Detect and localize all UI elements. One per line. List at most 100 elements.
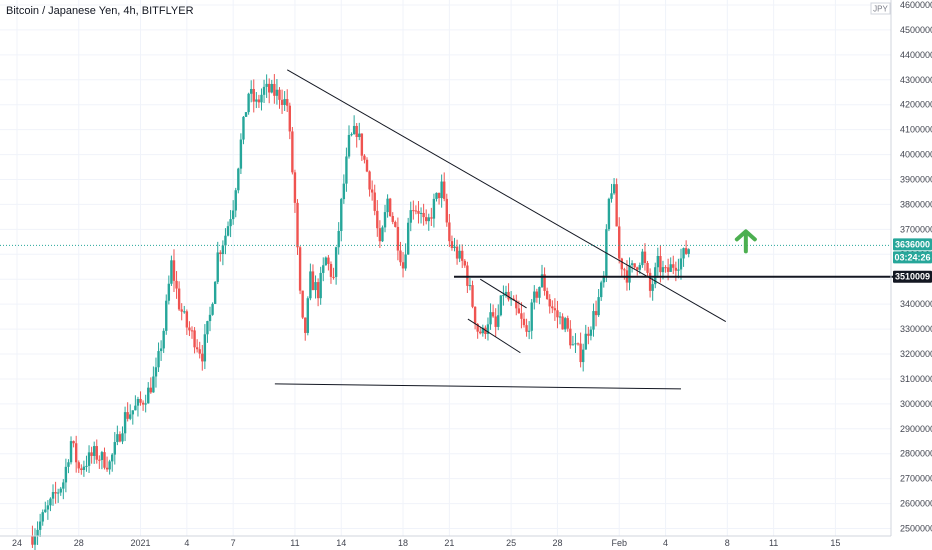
trendline[interactable] — [479, 278, 527, 309]
candle-body — [419, 212, 423, 214]
candle-body — [445, 198, 448, 223]
x-tick-label: 28 — [552, 538, 562, 548]
candle-body — [311, 271, 315, 291]
candle-body — [687, 249, 690, 254]
candle-body — [664, 267, 667, 269]
candle-body — [165, 300, 168, 331]
candle-body — [677, 269, 680, 271]
x-tick-label: 18 — [398, 538, 408, 548]
candle-body — [195, 347, 199, 350]
candle-body — [651, 284, 654, 291]
x-tick-label: 11 — [290, 538, 299, 548]
candle-body — [489, 312, 492, 325]
candle-body — [597, 297, 600, 316]
trendline[interactable] — [274, 383, 681, 390]
candle-body — [129, 414, 132, 419]
candle-body — [345, 156, 348, 184]
candle-body — [576, 343, 580, 345]
y-tick-label: 3100000 — [900, 374, 932, 384]
y-tick-label: 2900000 — [900, 424, 932, 434]
candle-body — [293, 172, 297, 203]
candle-body — [612, 184, 616, 194]
candle-body — [533, 291, 536, 303]
candle-body — [322, 265, 325, 273]
currency-box[interactable]: JPY — [870, 2, 891, 15]
y-tick-label: 2500000 — [900, 524, 932, 534]
candle-body — [170, 260, 173, 284]
candle-body — [378, 228, 382, 242]
candle-body — [391, 216, 394, 222]
candle-body — [579, 343, 582, 363]
trendline[interactable] — [286, 69, 727, 323]
candle-body — [417, 210, 420, 214]
x-tick-label: 11 — [769, 538, 778, 548]
candle-body — [286, 99, 289, 106]
candle-body — [260, 94, 263, 103]
candle-body — [440, 181, 443, 199]
candle-body — [280, 99, 284, 105]
candle-body — [553, 308, 557, 311]
candle-body — [270, 83, 273, 93]
candle-body — [430, 217, 433, 219]
y-tick-label: 3400000 — [900, 299, 932, 309]
candle-body — [394, 221, 397, 227]
candle-body — [283, 99, 286, 105]
candle-body — [100, 452, 104, 461]
candle-body — [203, 334, 207, 362]
candle-body — [249, 88, 253, 94]
candle-body — [105, 467, 109, 470]
candle-body — [607, 198, 611, 230]
candle-body — [131, 410, 135, 415]
candle-body — [72, 441, 75, 444]
candle-body — [450, 241, 454, 249]
countdown-badge-text: 03:24:26 — [894, 252, 930, 262]
candle-body — [499, 295, 503, 316]
candle-body — [360, 133, 364, 156]
candle-body — [111, 454, 114, 462]
candle-body — [455, 246, 459, 259]
candle-body — [337, 230, 340, 248]
x-tick-label: 15 — [830, 538, 840, 548]
time-axis[interactable]: 24 28 2021 4 7 11 14 18 21 25 28 Feb 4 8 11 15 — [12, 538, 840, 548]
trendlines — [274, 69, 932, 390]
x-tick-label: 7 — [231, 538, 236, 548]
candle-body — [558, 316, 562, 318]
candle-body — [152, 376, 155, 393]
candle-body — [340, 199, 343, 231]
candle-body — [159, 348, 163, 352]
trendline[interactable] — [467, 318, 521, 354]
candle-body — [551, 306, 554, 309]
candle-body — [262, 86, 266, 95]
candle-body — [584, 333, 587, 350]
candle-body — [265, 83, 268, 87]
candle-body — [157, 351, 160, 368]
candle-body — [610, 193, 613, 199]
candle-body — [291, 131, 294, 173]
candle-body — [226, 226, 230, 236]
candle-body — [618, 226, 621, 259]
candle-body — [314, 282, 317, 291]
candle-body — [520, 313, 523, 319]
candle-body — [672, 264, 675, 268]
candle-body — [296, 202, 299, 248]
candle-body — [116, 434, 119, 443]
candle-body — [648, 272, 652, 291]
candle-body — [504, 291, 508, 296]
candle-body — [221, 245, 225, 255]
candle-body — [486, 324, 490, 335]
candle-body — [522, 318, 526, 326]
candle-body — [80, 468, 83, 470]
candle-body — [600, 282, 603, 298]
level-badge-text: 3510009 — [895, 272, 930, 282]
y-tick-label: 4500000 — [900, 25, 932, 35]
candle-body — [118, 434, 122, 442]
y-tick-label: 3900000 — [900, 174, 932, 184]
candle-body — [77, 462, 80, 469]
candle-body — [162, 330, 165, 349]
candle-body — [461, 250, 464, 261]
candle-body — [476, 324, 479, 332]
candle-body — [329, 263, 333, 277]
candle-body — [38, 521, 42, 530]
